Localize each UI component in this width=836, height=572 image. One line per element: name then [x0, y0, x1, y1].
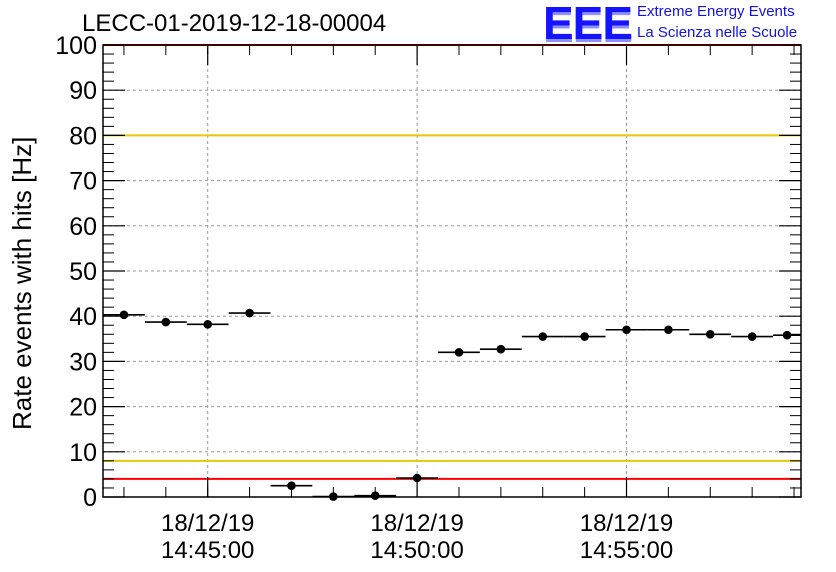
logo-line-1: Extreme Energy Events [637, 3, 795, 20]
data-points [103, 308, 801, 501]
data-point [245, 308, 254, 318]
data-point [119, 310, 129, 320]
y-tick-label: 10 [69, 439, 97, 467]
x-tick-label-time: 14:45:00 [161, 537, 254, 564]
x-tick-label-time: 14:55:00 [580, 537, 673, 564]
x-tick-label-date: 18/12/19 [161, 510, 254, 537]
data-point [664, 325, 673, 335]
x-tick-labels: 18/12/1914:45:0018/12/1914:50:0018/12/19… [161, 510, 673, 564]
y-tick-label: 30 [69, 348, 97, 376]
data-point [705, 329, 715, 339]
data-point [370, 491, 380, 500]
y-axis-label: Rate events with hits [Hz] [7, 136, 37, 430]
data-point [622, 325, 631, 335]
data-point [782, 330, 792, 340]
y-tick-label: 20 [69, 394, 97, 422]
y-tick-label: 70 [69, 168, 97, 196]
x-tick-label-date: 18/12/19 [580, 510, 673, 537]
x-tick-label-time: 14:50:00 [370, 537, 463, 564]
y-tick-label: 100 [55, 32, 97, 60]
data-point [454, 348, 464, 357]
y-tick-label: 40 [69, 303, 97, 331]
y-tick-label: 90 [69, 77, 97, 105]
chart-title: LECC-01-2019-12-18-00004 [82, 10, 387, 37]
x-tick-label-date: 18/12/19 [370, 510, 463, 537]
data-point [496, 344, 506, 354]
data-point [580, 332, 589, 341]
data-point [412, 473, 422, 483]
y-tick-label: 80 [69, 122, 97, 150]
grid [103, 45, 801, 497]
data-point [203, 320, 212, 329]
y-tick-label: 0 [83, 484, 97, 512]
eee-logo: EEE [543, 0, 633, 49]
logo-line-2: La Scienza nelle Scuole [637, 24, 798, 41]
axis-ticks [103, 44, 801, 498]
data-point [747, 332, 757, 341]
data-point [538, 332, 548, 341]
y-tick-labels: 0 10 20 30 40 50 60 70 80 90 100 [55, 32, 97, 512]
data-point [329, 492, 338, 501]
data-point [287, 481, 296, 491]
data-point [161, 317, 171, 327]
y-tick-label: 60 [69, 213, 97, 241]
y-tick-label: 50 [69, 258, 97, 286]
